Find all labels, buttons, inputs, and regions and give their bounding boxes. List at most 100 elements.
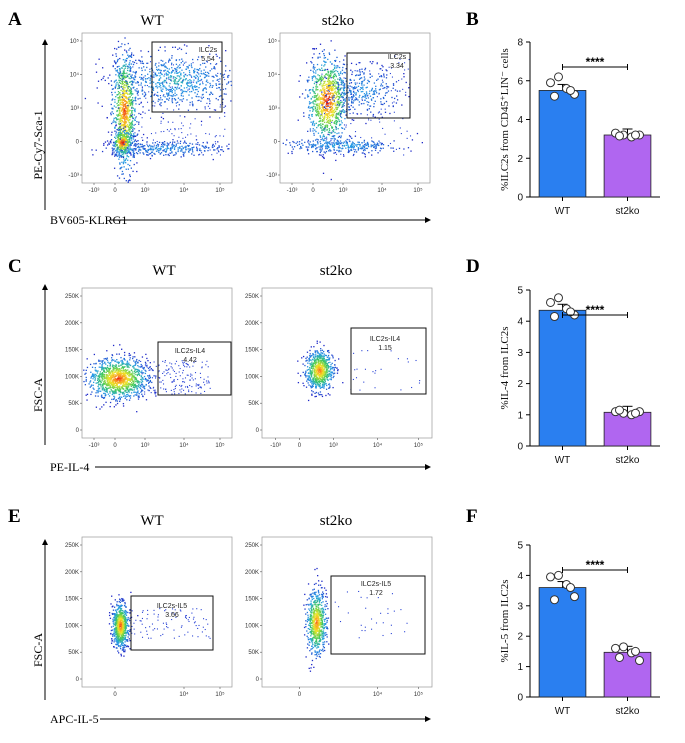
event-dot [175,102,177,104]
event-dot [187,67,189,69]
event-dot [123,384,125,386]
event-dot [158,65,160,67]
event-dot [341,69,344,71]
event-dot [124,96,126,98]
event-dot [137,369,139,372]
event-dot [194,68,196,70]
panel-letter-e: E [8,506,21,527]
event-dot [118,361,120,364]
event-dot [308,146,310,148]
event-dot [117,132,120,134]
event-dot [332,85,334,87]
event-dot [343,77,345,79]
event-dot [160,89,162,91]
event-dot [124,49,126,51]
event-dot [310,114,313,116]
event-dot [186,99,188,101]
event-dot [113,382,115,385]
event-dot [217,141,219,143]
event-dot [341,122,343,124]
event-dot [115,125,117,127]
event-dot [117,139,119,141]
event-dot [330,86,332,88]
event-dot [327,87,329,89]
event-dot [322,95,324,97]
event-dot [135,386,137,388]
event-dot [364,154,366,156]
event-dot [115,404,117,406]
event-dot [152,105,154,107]
event-dot [122,74,124,76]
event-dot [160,87,162,89]
event-dot [396,90,399,92]
event-dot [159,85,162,87]
event-dot [134,117,137,119]
event-dot [333,149,335,151]
event-dot [223,73,226,75]
event-dot [337,81,339,84]
event-dot [313,96,315,99]
event-dot [111,384,114,386]
event-dot [125,96,127,98]
event-dot [117,376,119,378]
event-dot [127,118,129,120]
event-dot [161,64,163,66]
event-dot [138,148,140,150]
event-dot [107,378,109,381]
event-dot [123,150,126,152]
event-dot [157,145,159,147]
event-dot [154,105,156,107]
event-dot [222,135,225,137]
event-dot [114,360,116,363]
event-dot [339,124,342,126]
event-dot [313,124,315,127]
y-tick-label: 10⁴ [268,72,278,79]
event-dot [159,97,162,99]
event-dot [166,129,168,131]
event-dot [113,387,115,389]
event-dot [346,141,348,144]
event-dot [95,63,97,65]
event-dot [403,73,405,75]
event-dot [137,90,139,92]
event-dot [85,369,87,371]
event-dot [108,372,110,374]
event-dot [114,91,116,94]
event-dot [355,87,357,89]
event-dot [103,142,105,145]
event-dot [159,99,161,101]
event-dot [128,66,130,69]
event-dot [330,101,332,103]
event-dot [116,141,118,143]
event-dot [140,391,142,393]
event-dot [351,96,354,98]
event-dot [117,113,120,116]
event-dot [117,87,119,90]
event-dot [141,77,143,79]
event-dot [120,374,122,376]
event-dot [318,106,321,108]
event-dot [326,121,328,124]
event-dot [322,97,325,99]
event-dot [173,148,176,150]
event-dot [345,147,347,149]
event-dot [183,90,185,92]
event-dot [343,102,345,104]
event-dot [363,93,366,95]
event-dot [121,90,124,92]
event-dot [327,97,330,100]
event-dot [349,85,351,87]
event-dot [119,68,121,71]
event-dot [195,76,197,79]
event-dot [334,73,336,75]
event-dot [123,177,125,180]
event-dot [121,113,124,116]
event-dot [395,148,397,150]
event-dot [129,119,131,121]
event-dot [341,82,343,85]
event-dot [181,100,183,103]
event-dot [370,89,373,92]
event-dot [129,67,132,69]
event-dot [338,104,341,106]
event-dot [105,147,107,149]
